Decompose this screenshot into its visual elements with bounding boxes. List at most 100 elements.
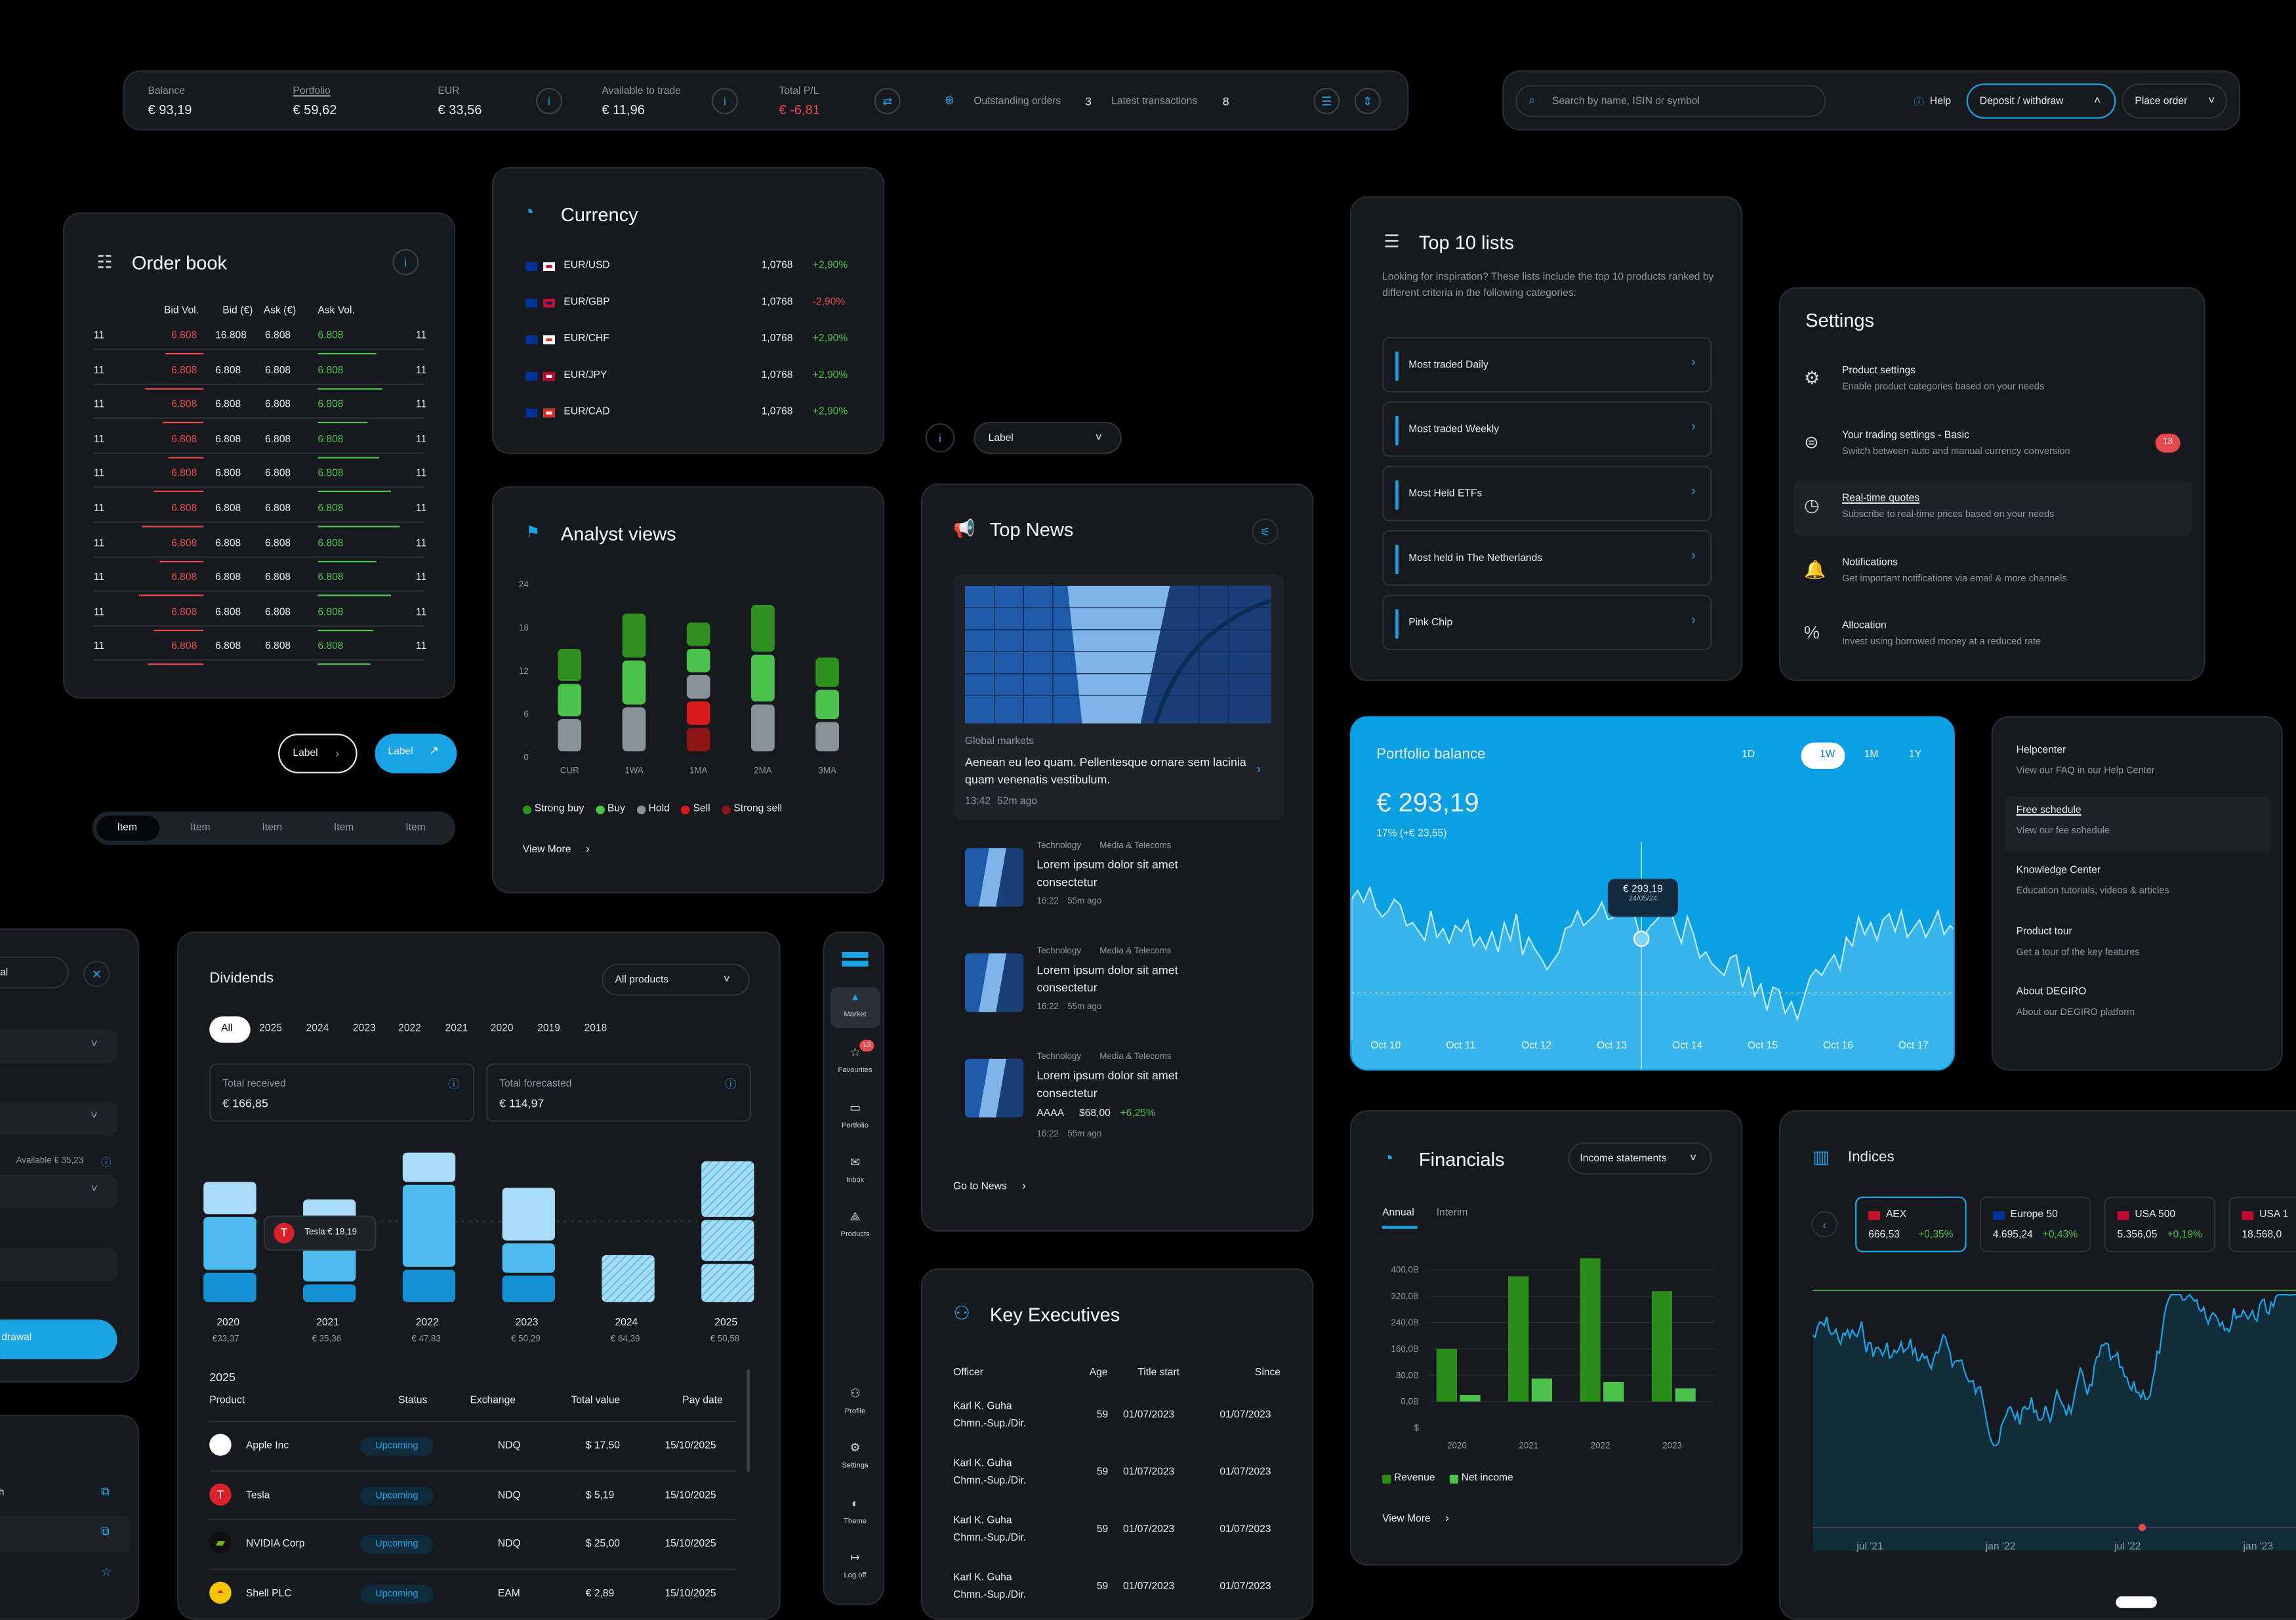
settings-item[interactable]: ⊜ Your trading settings - Basic Switch bet… — [1794, 417, 2192, 472]
tab-active[interactable] — [96, 816, 160, 841]
transactions-label[interactable]: Latest transactions — [1111, 96, 1198, 107]
range-tab[interactable]: 1Y — [1909, 749, 1922, 760]
select-field[interactable]: ˅ — [0, 1101, 117, 1135]
year-filter-tab[interactable]: 2023 — [352, 1024, 376, 1034]
help-link-item[interactable]: Helpcenter View our FAQ in our Help Cente… — [2005, 737, 2271, 793]
year-filter-tab[interactable]: 2021 — [445, 1024, 468, 1034]
year-filter-tab[interactable]: 2025 — [259, 1024, 282, 1034]
tab-annual[interactable]: Annual — [1382, 1208, 1414, 1219]
product-name[interactable]: Shell PLC — [245, 1589, 292, 1600]
settings-item[interactable]: 🔔 Notifications Get important notification… — [1794, 544, 2192, 600]
index-tile[interactable]: AEX 666,53 +0,35% — [1855, 1196, 1967, 1253]
sidebar-item-market[interactable]: ▴ Market — [830, 987, 880, 1028]
swap-icon[interactable]: ⇄ — [874, 87, 901, 115]
range-tab[interactable]: 1M — [1864, 749, 1879, 760]
info-icon[interactable]: i — [392, 249, 419, 276]
range-tab[interactable]: All — [1937, 750, 1954, 760]
portfolio-link[interactable]: Portfolio — [293, 86, 331, 97]
range-tab[interactable]: 1W — [1819, 749, 1835, 760]
star-icon[interactable]: ☆ — [101, 1566, 112, 1579]
products-select[interactable]: All products ˅ — [602, 963, 750, 996]
officer-name[interactable]: Karl K. Guha — [953, 1459, 1012, 1469]
sidebar-item-log-off[interactable]: ↦ Log off — [830, 1548, 880, 1589]
info-icon[interactable]: i — [535, 87, 563, 115]
tab-item[interactable]: Item — [405, 823, 426, 834]
settings-item[interactable]: ◷ Real-time quotes Subscribe to real-time … — [1794, 480, 2192, 536]
year-filter-tab[interactable]: 2020 — [490, 1024, 514, 1034]
currency-pair[interactable]: EUR/CAD — [564, 407, 610, 418]
info-icon[interactable]: ⓘ — [448, 1077, 460, 1091]
help-link-item[interactable]: Knowledge Center Education tutorials, vid… — [2005, 858, 2271, 913]
top10-list-item[interactable]: Pink Chip › — [1382, 594, 1712, 651]
help-link[interactable]: Help — [1929, 96, 1952, 107]
year-filter-tab[interactable]: 2024 — [306, 1024, 329, 1034]
amount-input[interactable]: al — [0, 956, 69, 989]
info-icon[interactable]: i — [925, 423, 955, 453]
officer-name[interactable]: Karl K. Guha — [953, 1516, 1012, 1526]
range-tab[interactable]: 1D — [1742, 749, 1755, 760]
currency-pair[interactable]: EUR/CHF — [564, 333, 609, 344]
tab-item[interactable]: Item — [190, 823, 211, 834]
officer-name[interactable]: Karl K. Guha — [953, 1573, 1012, 1583]
year-filter-tab[interactable]: 2019 — [537, 1024, 560, 1034]
year-filter-tab[interactable]: 2022 — [398, 1024, 421, 1034]
settings-item[interactable]: % Allocation Invest using borrowed money a… — [1794, 608, 2192, 663]
input-field[interactable] — [0, 1247, 117, 1282]
tab-item[interactable]: Item — [333, 823, 354, 834]
go-to-news-link[interactable]: Go to News — [953, 1182, 1007, 1192]
label-primary-button[interactable]: Label ↗ — [375, 734, 457, 774]
chevron-left-icon[interactable]: ‹ — [1811, 1211, 1838, 1238]
withdrawal-button[interactable]: drawal — [0, 1319, 117, 1360]
settings-item[interactable]: ⚙ Product settings Enable product categori… — [1794, 353, 2192, 409]
currency-pair[interactable]: EUR/JPY — [564, 370, 607, 381]
index-tile[interactable]: USA 1 18.568,0 — [2228, 1196, 2296, 1253]
view-more-link[interactable]: View More — [522, 844, 571, 856]
product-name[interactable]: Tesla — [245, 1490, 270, 1501]
close-icon[interactable]: ✕ — [83, 961, 110, 987]
top10-list-item[interactable]: Most held in The Netherlands › — [1382, 530, 1712, 586]
view-more-link[interactable]: View More — [1382, 1514, 1431, 1525]
scroll-handle[interactable] — [2116, 1596, 2157, 1608]
help-link-item[interactable]: About DEGIRO About our DEGIRO platform — [2005, 978, 2271, 1034]
tab-item[interactable]: Item — [117, 823, 137, 834]
top10-list-item[interactable]: Most traded Weekly › — [1382, 401, 1712, 457]
filter-icon[interactable]: ⚟ — [1252, 518, 1279, 545]
sidebar-item-profile[interactable]: ⚇ Profile — [830, 1384, 880, 1424]
sidebar-item-portfolio[interactable]: ▭ Portfolio — [830, 1098, 880, 1139]
label-select[interactable]: Label ˅ — [974, 421, 1122, 454]
scrollbar[interactable] — [747, 1369, 750, 1472]
menu-item-active[interactable]: ⧉ — [0, 1516, 131, 1553]
index-tile[interactable]: USA 500 5.356,05 +0,19% — [2104, 1196, 2216, 1253]
search-input[interactable]: ⌕ Search by name, ISIN or symbol — [1515, 85, 1826, 117]
top10-list-item[interactable]: Most Held ETFs › — [1382, 465, 1712, 522]
sidebar-item-settings[interactable]: ⚙ Settings — [830, 1438, 880, 1479]
index-tile[interactable]: Europe 50 4.695,24 +0,43% — [1979, 1196, 2091, 1253]
product-name[interactable]: NVIDIA Corp — [245, 1539, 305, 1550]
deposit-withdraw-button[interactable]: Deposit / withdraw ˄ — [1966, 83, 2116, 119]
statements-select[interactable]: Income statements ˅ — [1568, 1142, 1712, 1175]
tab-item[interactable]: Item — [262, 823, 282, 834]
top10-list-item[interactable]: Most traded Daily › — [1382, 337, 1712, 393]
hero-article[interactable]: Global markets Aenean eu leo quam. Pelle… — [953, 573, 1284, 820]
officer-name[interactable]: Karl K. Guha — [953, 1402, 1012, 1412]
help-link-item[interactable]: Product tour Get a tour of the key featur… — [2005, 918, 2271, 974]
product-name[interactable]: Apple Inc — [245, 1441, 289, 1452]
sidebar-item-favourites[interactable]: ☆ Favourites 13 — [830, 1039, 880, 1083]
select-field[interactable]: ˅ — [0, 1029, 117, 1064]
orders-label[interactable]: Outstanding orders — [974, 96, 1061, 107]
help-link-item[interactable]: Free schedule View our fee schedule — [2004, 797, 2271, 853]
year-filter-tab[interactable]: All — [221, 1024, 233, 1034]
sidebar-item-theme[interactable]: ◐ Theme — [830, 1494, 880, 1535]
news-item[interactable]: Technology Media & Telecoms Lorem ipsum do… — [953, 1053, 1284, 1150]
select-field[interactable]: ˅ — [0, 1174, 117, 1209]
currency-pair[interactable]: EUR/GBP — [564, 297, 610, 308]
sidebar-item-inbox[interactable]: ✉ Inbox — [830, 1153, 880, 1194]
news-item[interactable]: Technology Media & Telecoms Lorem ipsum do… — [953, 842, 1284, 938]
cursor-point[interactable] — [1633, 930, 1650, 947]
year-filter-tab[interactable]: 2018 — [584, 1024, 607, 1034]
tab-interim[interactable]: Interim — [1436, 1208, 1468, 1219]
sidebar-item-products[interactable]: ⟁ Products — [830, 1207, 880, 1247]
expand-icon[interactable]: ⇕ — [1354, 87, 1381, 115]
news-item[interactable]: Technology Media & Telecoms Lorem ipsum do… — [953, 947, 1284, 1044]
info-icon[interactable]: ⓘ — [724, 1077, 737, 1091]
